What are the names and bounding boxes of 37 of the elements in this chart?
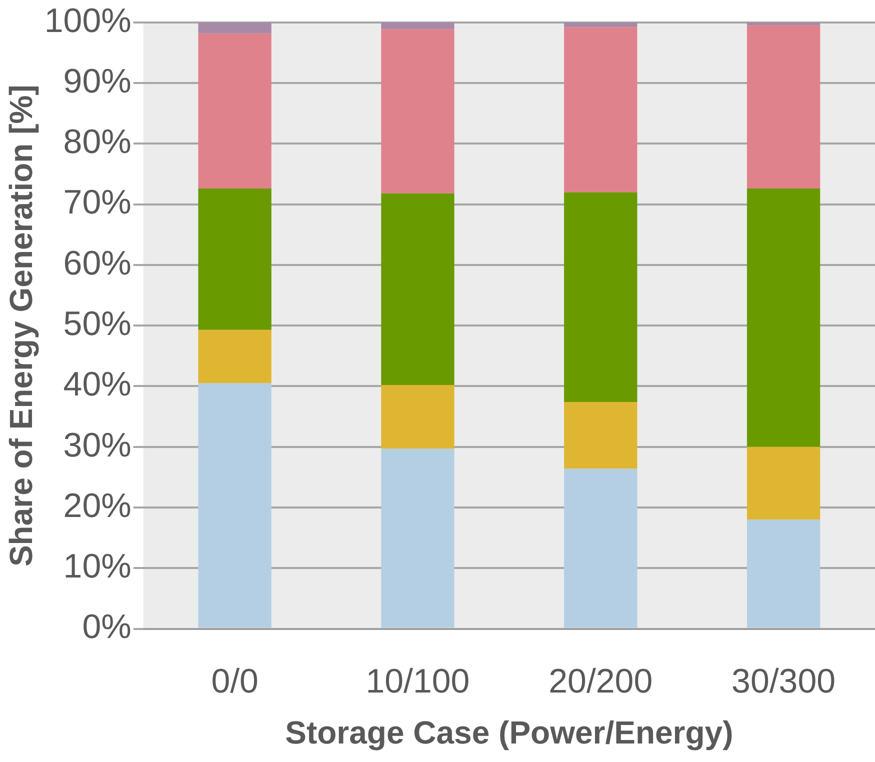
- y-tick-label: 80%: [63, 123, 132, 162]
- x-tick-label: 0/0: [211, 662, 258, 701]
- bar: [381, 385, 454, 449]
- bar: [381, 193, 454, 386]
- y-tick-label: 70%: [63, 184, 132, 222]
- x-tick-label: 10/100: [366, 662, 470, 701]
- bar: [746, 520, 820, 628]
- bar: [198, 383, 272, 628]
- x-tick-label: 30/300: [732, 662, 836, 701]
- bar: [746, 188, 820, 447]
- bar: [746, 22, 820, 26]
- y-tick-label: 50%: [63, 304, 132, 343]
- bar: [198, 22, 272, 34]
- bar: [564, 22, 638, 28]
- x-axis-title: Storage Case (Power/Energy): [285, 714, 734, 751]
- y-tick-label: 0%: [82, 608, 132, 646]
- bar: [564, 468, 638, 628]
- y-tick-label: 10%: [63, 548, 132, 586]
- y-tick-label: 100%: [44, 2, 132, 40]
- bar: [746, 446, 820, 520]
- y-tick-label: 40%: [63, 366, 132, 404]
- bar: [564, 402, 638, 469]
- y-tick-label: 60%: [63, 244, 132, 282]
- bar: [381, 448, 454, 628]
- y-tick-label: 20%: [63, 486, 132, 525]
- y-tick-label: 90%: [63, 62, 132, 100]
- bar: [381, 29, 454, 194]
- bar: [746, 25, 820, 189]
- y-axis-title: Share of Energy Generation [%]: [3, 84, 40, 567]
- bar: [564, 27, 638, 192]
- bar: [198, 330, 272, 384]
- x-tick-label: 20/200: [548, 662, 653, 701]
- bar: [198, 33, 272, 189]
- bar: [564, 192, 638, 402]
- y-tick-label: 30%: [63, 426, 132, 464]
- bar: [381, 22, 454, 30]
- bar: [198, 188, 272, 330]
